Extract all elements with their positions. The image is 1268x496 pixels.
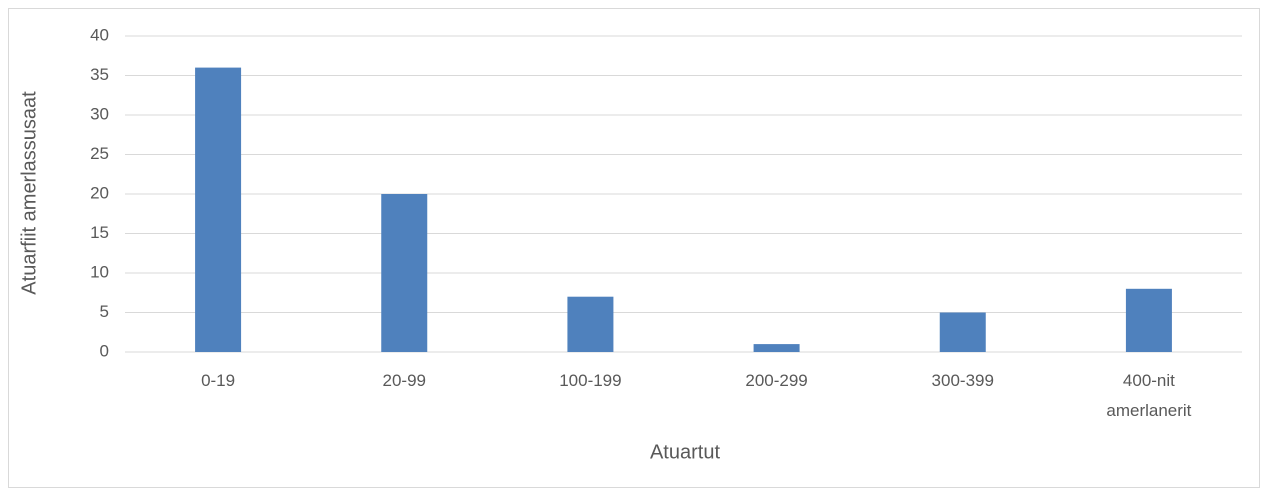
y-tick-label: 35 [90,65,109,84]
y-tick-label: 25 [90,144,109,163]
x-tick-label: 300-399 [931,371,994,390]
y-tick-label: 5 [100,302,109,321]
x-tick-label: 20-99 [382,371,426,390]
y-tick-label: 30 [90,104,109,123]
x-axis-title: Atuartut [650,441,720,463]
y-tick-label: 0 [100,341,109,360]
y-axis-title: Atuarfiit amerlassusaat [18,91,40,295]
y-tick-label: 10 [90,262,109,281]
y-tick-label: 15 [90,223,109,242]
bar [939,312,986,352]
x-tick-label: 0-19 [201,371,236,390]
bar [1125,288,1172,352]
bar [753,344,800,352]
x-tick-label: 100-199 [559,371,622,390]
x-tick-label: 400-nit amerlanerit [1106,371,1192,420]
y-tick-label: 20 [90,183,109,202]
bar [381,194,428,352]
bar [195,67,242,352]
bar [567,296,614,352]
y-tick-label: 40 [90,25,109,44]
x-tick-label: 200-299 [745,371,808,390]
